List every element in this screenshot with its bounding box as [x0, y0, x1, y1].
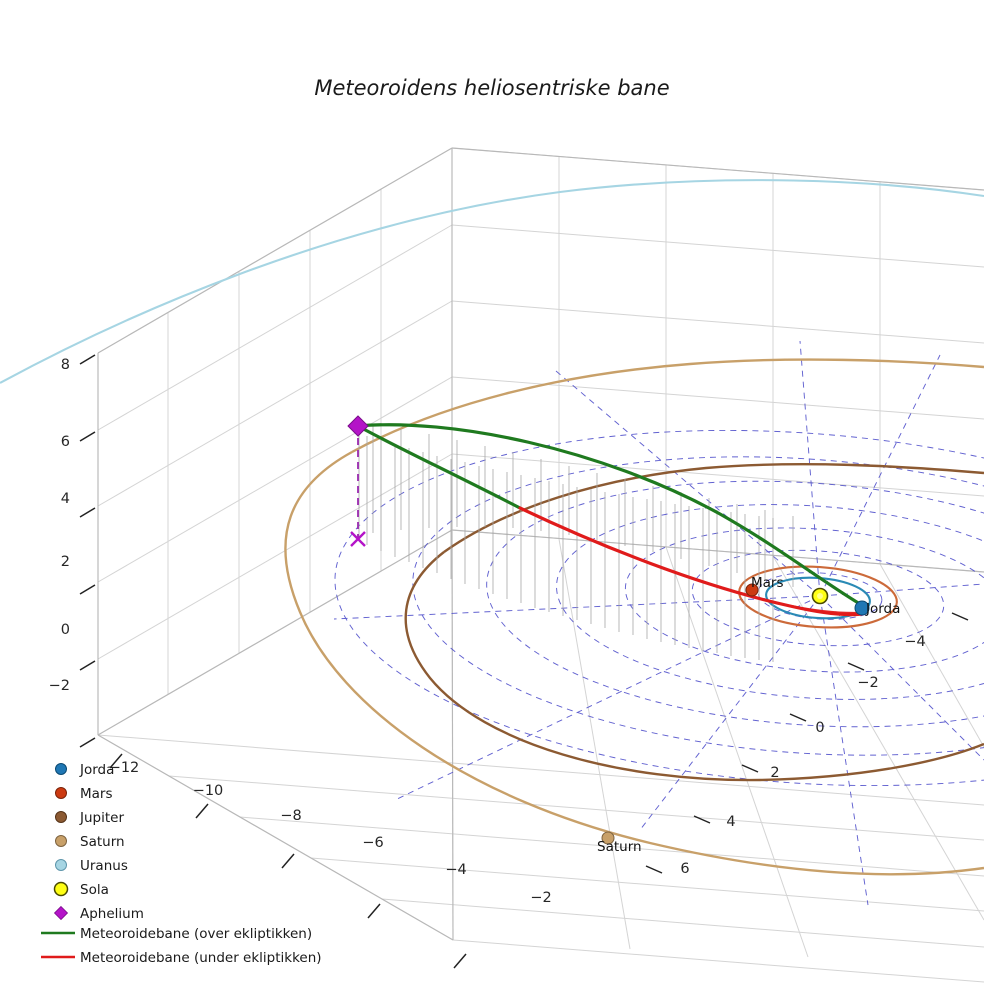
x-tick-label-neg2: −2	[530, 890, 551, 906]
legend-marker-sola	[53, 881, 69, 897]
aphelion-projection-x-marker	[350, 531, 366, 547]
trajectory-stem-lines	[358, 426, 794, 662]
legend-marker-saturn	[55, 835, 67, 847]
trajectory-over-ecliptic-lower	[356, 424, 522, 510]
legend-label-jupiter: Jupiter	[79, 810, 124, 826]
x-tick-label-neg10: −10	[193, 783, 224, 799]
y-tick-label-6: 6	[680, 861, 689, 877]
marker-sola-inner	[817, 593, 823, 599]
z-tick-label-8: 8	[61, 357, 70, 373]
z-tick-label-6: 6	[61, 434, 70, 450]
y-tick-label-0: 0	[815, 720, 824, 736]
legend-item-sola[interactable]: Sola	[53, 881, 109, 898]
label-jorda: Jorda	[865, 601, 900, 617]
y-tick-label-neg4: −4	[904, 634, 925, 650]
x-tick-label-neg6: −6	[362, 835, 383, 851]
z-tick-label-neg2: −2	[49, 678, 70, 694]
legend-item-aphelium[interactable]: Aphelium	[53, 905, 144, 922]
aphelium-marker	[347, 415, 369, 437]
legend-label-sola: Sola	[80, 882, 109, 898]
z-tick-label-4: 4	[61, 491, 70, 507]
legend-item-trajectory-under[interactable]: Meteoroidebane (under ekliptikken)	[41, 950, 322, 966]
z-tick-label-2: 2	[61, 554, 70, 570]
trajectory-over-ecliptic-upper	[356, 423, 862, 606]
legend-label-uranus: Uranus	[80, 858, 128, 874]
x-axis: −12 −10 −8 −6 −4 −2	[109, 753, 552, 969]
orbit-saturn-left	[284, 450, 984, 876]
legend-item-jupiter[interactable]: Jupiter	[55, 810, 125, 826]
aphelion-group	[347, 415, 369, 547]
legend-marker-aphelium	[53, 905, 69, 921]
legend-label-mars: Mars	[80, 786, 113, 802]
legend-item-mars[interactable]: Mars	[55, 786, 113, 802]
x-tick-label-neg12: −12	[109, 760, 140, 776]
z-tick-label-0: 0	[61, 622, 70, 638]
legend-item-saturn[interactable]: Saturn	[55, 834, 125, 850]
body-labels: Jorda Mars Saturn	[597, 575, 900, 855]
label-mars: Mars	[751, 575, 784, 591]
orbit-uranus	[0, 179, 984, 384]
y-tick-label-neg2: −2	[857, 675, 878, 691]
planet-orbits	[0, 179, 984, 876]
legend-label-saturn: Saturn	[80, 834, 125, 850]
x-tick-label-neg8: −8	[280, 808, 301, 824]
legend-item-jorda[interactable]: Jorda	[55, 762, 115, 778]
y-axis: −4 −2 0 2 4 6	[645, 612, 969, 877]
y-tick-label-2: 2	[770, 765, 779, 781]
page-title: Meteoroidens heliosentriske bane	[314, 76, 669, 100]
marker-jorda	[854, 600, 870, 616]
marker-mars	[745, 583, 759, 597]
z-axis: 8 6 4 2 0 −2	[49, 354, 96, 748]
legend: Jorda Mars Jupiter Saturn Uranus	[41, 762, 322, 966]
trajectory-under-ecliptic-inner	[788, 604, 864, 615]
legend-marker-jorda	[55, 763, 67, 775]
legend-item-uranus[interactable]: Uranus	[55, 858, 128, 874]
legend-label-jorda: Jorda	[79, 762, 114, 778]
legend-marker-uranus	[55, 859, 67, 871]
legend-label-aphelium: Aphelium	[80, 906, 144, 922]
marker-saturn	[601, 831, 615, 845]
meteoroid-trajectory	[356, 423, 864, 617]
x-tick-label-neg4: −4	[445, 862, 466, 878]
axes-pane-back-left	[97, 147, 453, 736]
axes-pane-back-right	[451, 147, 984, 573]
y-tick-label-4: 4	[726, 814, 735, 830]
orbit-jupiter-near	[404, 551, 984, 782]
label-saturn: Saturn	[597, 839, 642, 855]
legend-label-trajectory-over: Meteoroidebane (over ekliptikken)	[80, 926, 312, 942]
legend-marker-mars	[55, 787, 67, 799]
body-markers	[601, 583, 870, 845]
orbit-saturn-far	[351, 358, 984, 454]
legend-marker-jupiter	[55, 811, 67, 823]
trajectory-under-ecliptic	[518, 506, 864, 617]
orbit-jupiter-far	[443, 462, 984, 553]
legend-item-trajectory-over[interactable]: Meteoroidebane (over ekliptikken)	[41, 926, 312, 942]
legend-label-trajectory-under: Meteoroidebane (under ekliptikken)	[80, 950, 322, 966]
axes-box-edges	[97, 147, 984, 941]
